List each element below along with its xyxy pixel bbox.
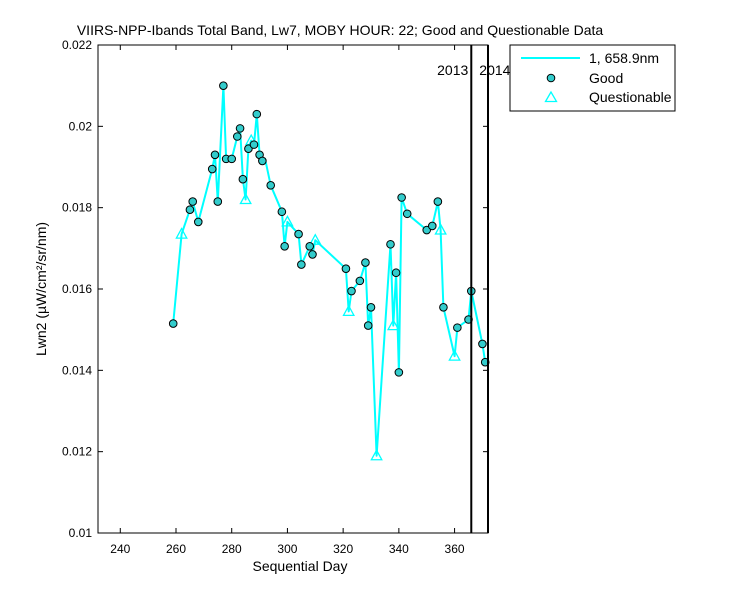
questionable-point bbox=[281, 215, 294, 227]
good-point bbox=[391, 268, 401, 278]
y-tick-label: 0.022 bbox=[62, 38, 92, 52]
year-markers: 2013 2014 bbox=[437, 45, 511, 533]
good-point bbox=[235, 124, 245, 133]
y-tick-label: 0.014 bbox=[62, 363, 92, 377]
chart-title: VIIRS-NPP-Ibands Total Band, Lw7, MOBY H… bbox=[77, 22, 604, 38]
good-point bbox=[355, 276, 365, 286]
y-tick-label: 0.02 bbox=[69, 119, 93, 133]
legend-good-label: Good bbox=[589, 70, 623, 86]
x-tick-label: 340 bbox=[389, 542, 409, 556]
good-point bbox=[341, 264, 351, 273]
legend-good-marker bbox=[546, 73, 556, 83]
questionable-point bbox=[342, 304, 356, 317]
good-point bbox=[478, 339, 487, 349]
good-point bbox=[266, 181, 276, 190]
good-point bbox=[305, 242, 315, 251]
legend: 1, 658.9nm Good Questionable bbox=[509, 44, 676, 112]
good-point bbox=[258, 156, 267, 166]
questionable-point bbox=[448, 349, 461, 361]
questionable-point bbox=[239, 192, 252, 205]
good-point bbox=[249, 140, 259, 149]
good-point bbox=[386, 239, 395, 249]
good-point bbox=[427, 221, 437, 231]
good-point bbox=[366, 303, 376, 312]
x-tick-label: 300 bbox=[277, 542, 297, 556]
legend-questionable-marker bbox=[544, 90, 558, 103]
x-tick-label: 260 bbox=[166, 542, 186, 556]
good-point bbox=[402, 209, 412, 219]
good-point bbox=[193, 217, 203, 227]
good-point bbox=[238, 174, 248, 184]
good-point bbox=[210, 150, 220, 160]
x-axis-label: Sequential Day bbox=[253, 558, 348, 574]
x-tick-label: 240 bbox=[110, 542, 130, 556]
legend-line-label: 1, 658.9nm bbox=[589, 50, 659, 66]
good-point bbox=[308, 250, 317, 259]
y-tick-label: 0.01 bbox=[69, 526, 93, 540]
y-axis: 0.01 0.012 0.014 0.016 0.018 0.02 0.022 bbox=[62, 38, 488, 540]
legend-questionable-label: Questionable bbox=[589, 89, 672, 105]
questionable-point bbox=[386, 318, 400, 331]
good-point bbox=[397, 193, 406, 202]
good-point bbox=[232, 132, 242, 141]
x-tick-label: 360 bbox=[445, 542, 465, 556]
x-tick-label: 320 bbox=[333, 542, 353, 556]
good-point bbox=[280, 242, 289, 251]
y-tick-label: 0.012 bbox=[62, 445, 92, 459]
good-point bbox=[219, 81, 228, 90]
questionable-point bbox=[175, 227, 188, 239]
good-point bbox=[363, 321, 373, 330]
good-point bbox=[433, 197, 443, 206]
good-point bbox=[297, 260, 306, 269]
questionable-point bbox=[370, 448, 383, 461]
questionable-point bbox=[434, 223, 447, 235]
x-tick-label: 280 bbox=[222, 542, 242, 556]
legend-box bbox=[509, 44, 676, 112]
good-point bbox=[453, 323, 462, 332]
good-point bbox=[347, 286, 356, 296]
good-point bbox=[294, 229, 303, 239]
y-tick-label: 0.016 bbox=[62, 282, 92, 296]
good-point bbox=[277, 207, 287, 217]
good-point bbox=[168, 319, 178, 328]
good-point bbox=[394, 368, 404, 377]
year-label-right: 2014 bbox=[479, 62, 510, 78]
good-point bbox=[213, 197, 223, 206]
good-point bbox=[227, 154, 237, 164]
x-axis: 240 260 280 300 320 340 360 bbox=[110, 45, 465, 556]
good-point bbox=[361, 258, 370, 267]
questionable-point bbox=[308, 233, 322, 245]
year-label-left: 2013 bbox=[437, 62, 468, 78]
good-point bbox=[252, 109, 262, 119]
good-point bbox=[185, 205, 195, 214]
good-point bbox=[207, 164, 217, 174]
y-tick-label: 0.018 bbox=[62, 201, 92, 215]
y-axis-label: Lwn2 (µW/cm²/sr/nm) bbox=[33, 222, 49, 356]
good-point bbox=[188, 197, 198, 206]
good-point bbox=[439, 303, 448, 312]
